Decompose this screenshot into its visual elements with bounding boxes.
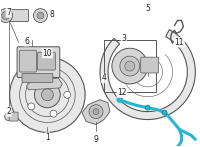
- Circle shape: [50, 72, 57, 79]
- Circle shape: [28, 103, 35, 110]
- Circle shape: [33, 9, 47, 22]
- Text: 5: 5: [145, 4, 150, 13]
- Text: 11: 11: [175, 38, 184, 47]
- Circle shape: [34, 82, 60, 108]
- Circle shape: [37, 12, 44, 19]
- Text: 2: 2: [6, 107, 11, 116]
- Text: 9: 9: [94, 135, 98, 144]
- Bar: [104, 40, 156, 92]
- FancyBboxPatch shape: [22, 74, 53, 82]
- Polygon shape: [100, 30, 195, 120]
- Text: 7: 7: [6, 8, 11, 17]
- Circle shape: [120, 56, 140, 76]
- Text: 1: 1: [45, 133, 50, 142]
- Circle shape: [93, 109, 99, 115]
- FancyBboxPatch shape: [141, 57, 159, 73]
- FancyBboxPatch shape: [37, 52, 55, 70]
- Polygon shape: [27, 78, 62, 90]
- FancyBboxPatch shape: [17, 47, 60, 77]
- Circle shape: [28, 80, 35, 87]
- Text: 3: 3: [121, 34, 126, 43]
- Text: 10: 10: [43, 49, 52, 58]
- Circle shape: [162, 110, 167, 115]
- Text: 6: 6: [24, 37, 29, 46]
- Circle shape: [41, 89, 53, 101]
- FancyBboxPatch shape: [20, 50, 36, 72]
- Circle shape: [145, 105, 150, 110]
- Circle shape: [112, 48, 148, 84]
- Circle shape: [10, 57, 85, 132]
- Circle shape: [117, 97, 123, 103]
- Circle shape: [50, 110, 57, 117]
- Polygon shape: [82, 100, 110, 125]
- Circle shape: [0, 9, 13, 22]
- Text: 4: 4: [102, 74, 106, 82]
- Text: 8: 8: [50, 10, 55, 19]
- Circle shape: [64, 91, 71, 98]
- FancyBboxPatch shape: [9, 112, 18, 121]
- Circle shape: [2, 12, 10, 20]
- FancyBboxPatch shape: [5, 10, 29, 21]
- Circle shape: [125, 61, 135, 71]
- Circle shape: [89, 105, 103, 119]
- Circle shape: [5, 113, 13, 121]
- Text: 12: 12: [117, 88, 127, 97]
